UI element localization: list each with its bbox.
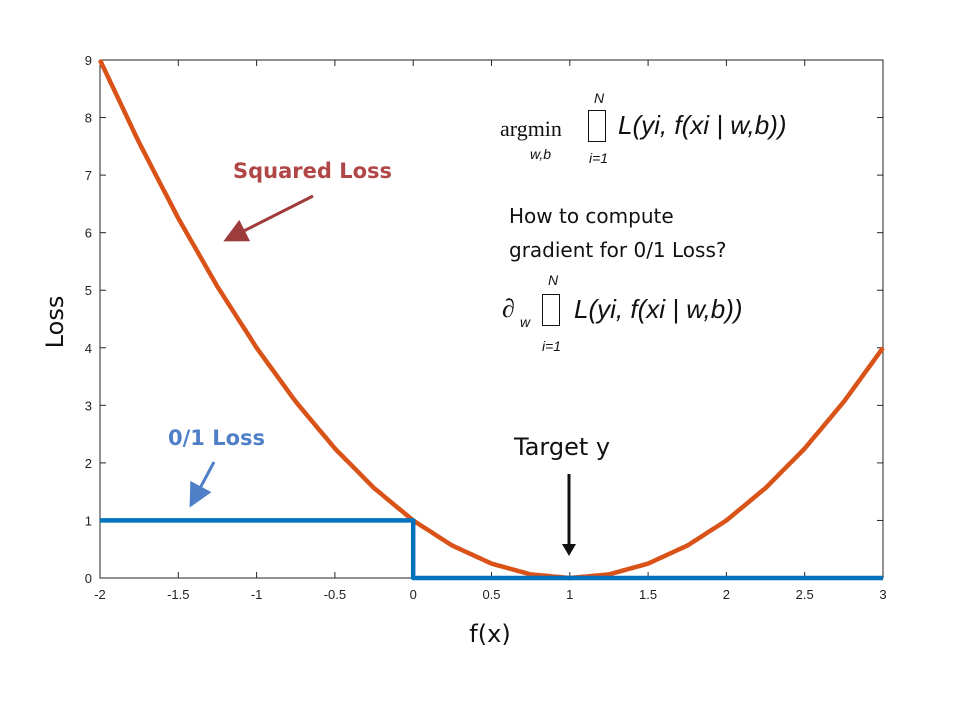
squared-loss-label: Squared Loss [233, 159, 393, 183]
y-tick-label: 6 [85, 226, 92, 241]
question-line-2: gradient for 0/1 Loss? [509, 238, 727, 262]
sum-upper-limit: N [594, 90, 605, 106]
x-tick-label: 2 [723, 587, 730, 602]
sum-symbol-placeholder [588, 110, 606, 142]
partial-subscript: w [520, 314, 531, 330]
y-tick-label: 7 [85, 168, 92, 183]
question-line-1: How to compute [509, 204, 674, 228]
x-tick-label: 0.5 [482, 587, 500, 602]
y-tick-label: 9 [85, 53, 92, 68]
x-tick-label: -1.5 [167, 587, 189, 602]
x-tick-label: 3 [879, 587, 886, 602]
squared-loss-arrow [223, 194, 314, 242]
y-tick-label: 1 [85, 513, 92, 528]
target-y-label: Target y [514, 433, 611, 461]
loss-expression-2: L(yi, f(xi | w,b)) [574, 294, 743, 324]
x-tick-label: -2 [94, 587, 106, 602]
x-axis-title: f(x) [469, 620, 510, 648]
partial-operator: ∂ [502, 294, 515, 323]
argmin-subscript: w,b [530, 146, 552, 162]
zero-one-loss-line [100, 518, 883, 581]
sum-upper-limit-2: N [548, 272, 559, 288]
x-tick-label: 2.5 [796, 587, 814, 602]
y-tick-label: 3 [85, 398, 92, 413]
gradient-equation: ∂ w N i=1 L(yi, f(xi | w,b)) [500, 270, 820, 360]
x-tick-label: -0.5 [324, 587, 346, 602]
zero-one-loss-arrow [189, 461, 216, 508]
y-tick-label: 0 [85, 571, 92, 586]
sum-lower-limit: i=1 [589, 150, 609, 166]
x-tick-label: -1 [251, 587, 263, 602]
y-axis-title: Loss [41, 296, 69, 349]
x-tick-label: 1.5 [639, 587, 657, 602]
plot-series [97, 59, 885, 581]
argmin-equation: argmin w,b N i=1 L(yi, f(xi | w,b)) [500, 90, 820, 172]
sum-symbol-placeholder-2 [542, 294, 560, 326]
squared-loss-line [97, 59, 885, 581]
target-arrow-head [562, 544, 576, 556]
sum-lower-limit-2: i=1 [542, 338, 562, 354]
zero-one-loss-label: 0/1 Loss [168, 426, 266, 450]
argmin-operator: argmin [500, 116, 562, 141]
y-tick-label: 4 [85, 341, 92, 356]
axis-ticks: -2 -1.5 -1 -0.5 0 0.5 1 1.5 2 2.5 3 0 1 2 3 4 5 6 7 8 9 [85, 53, 887, 602]
x-tick-label: 1 [566, 587, 573, 602]
y-tick-label: 8 [85, 111, 92, 126]
loss-expression: L(yi, f(xi | w,b)) [618, 110, 787, 140]
x-tick-label: 0 [410, 587, 417, 602]
y-tick-label: 2 [85, 456, 92, 471]
y-tick-label: 5 [85, 283, 92, 298]
